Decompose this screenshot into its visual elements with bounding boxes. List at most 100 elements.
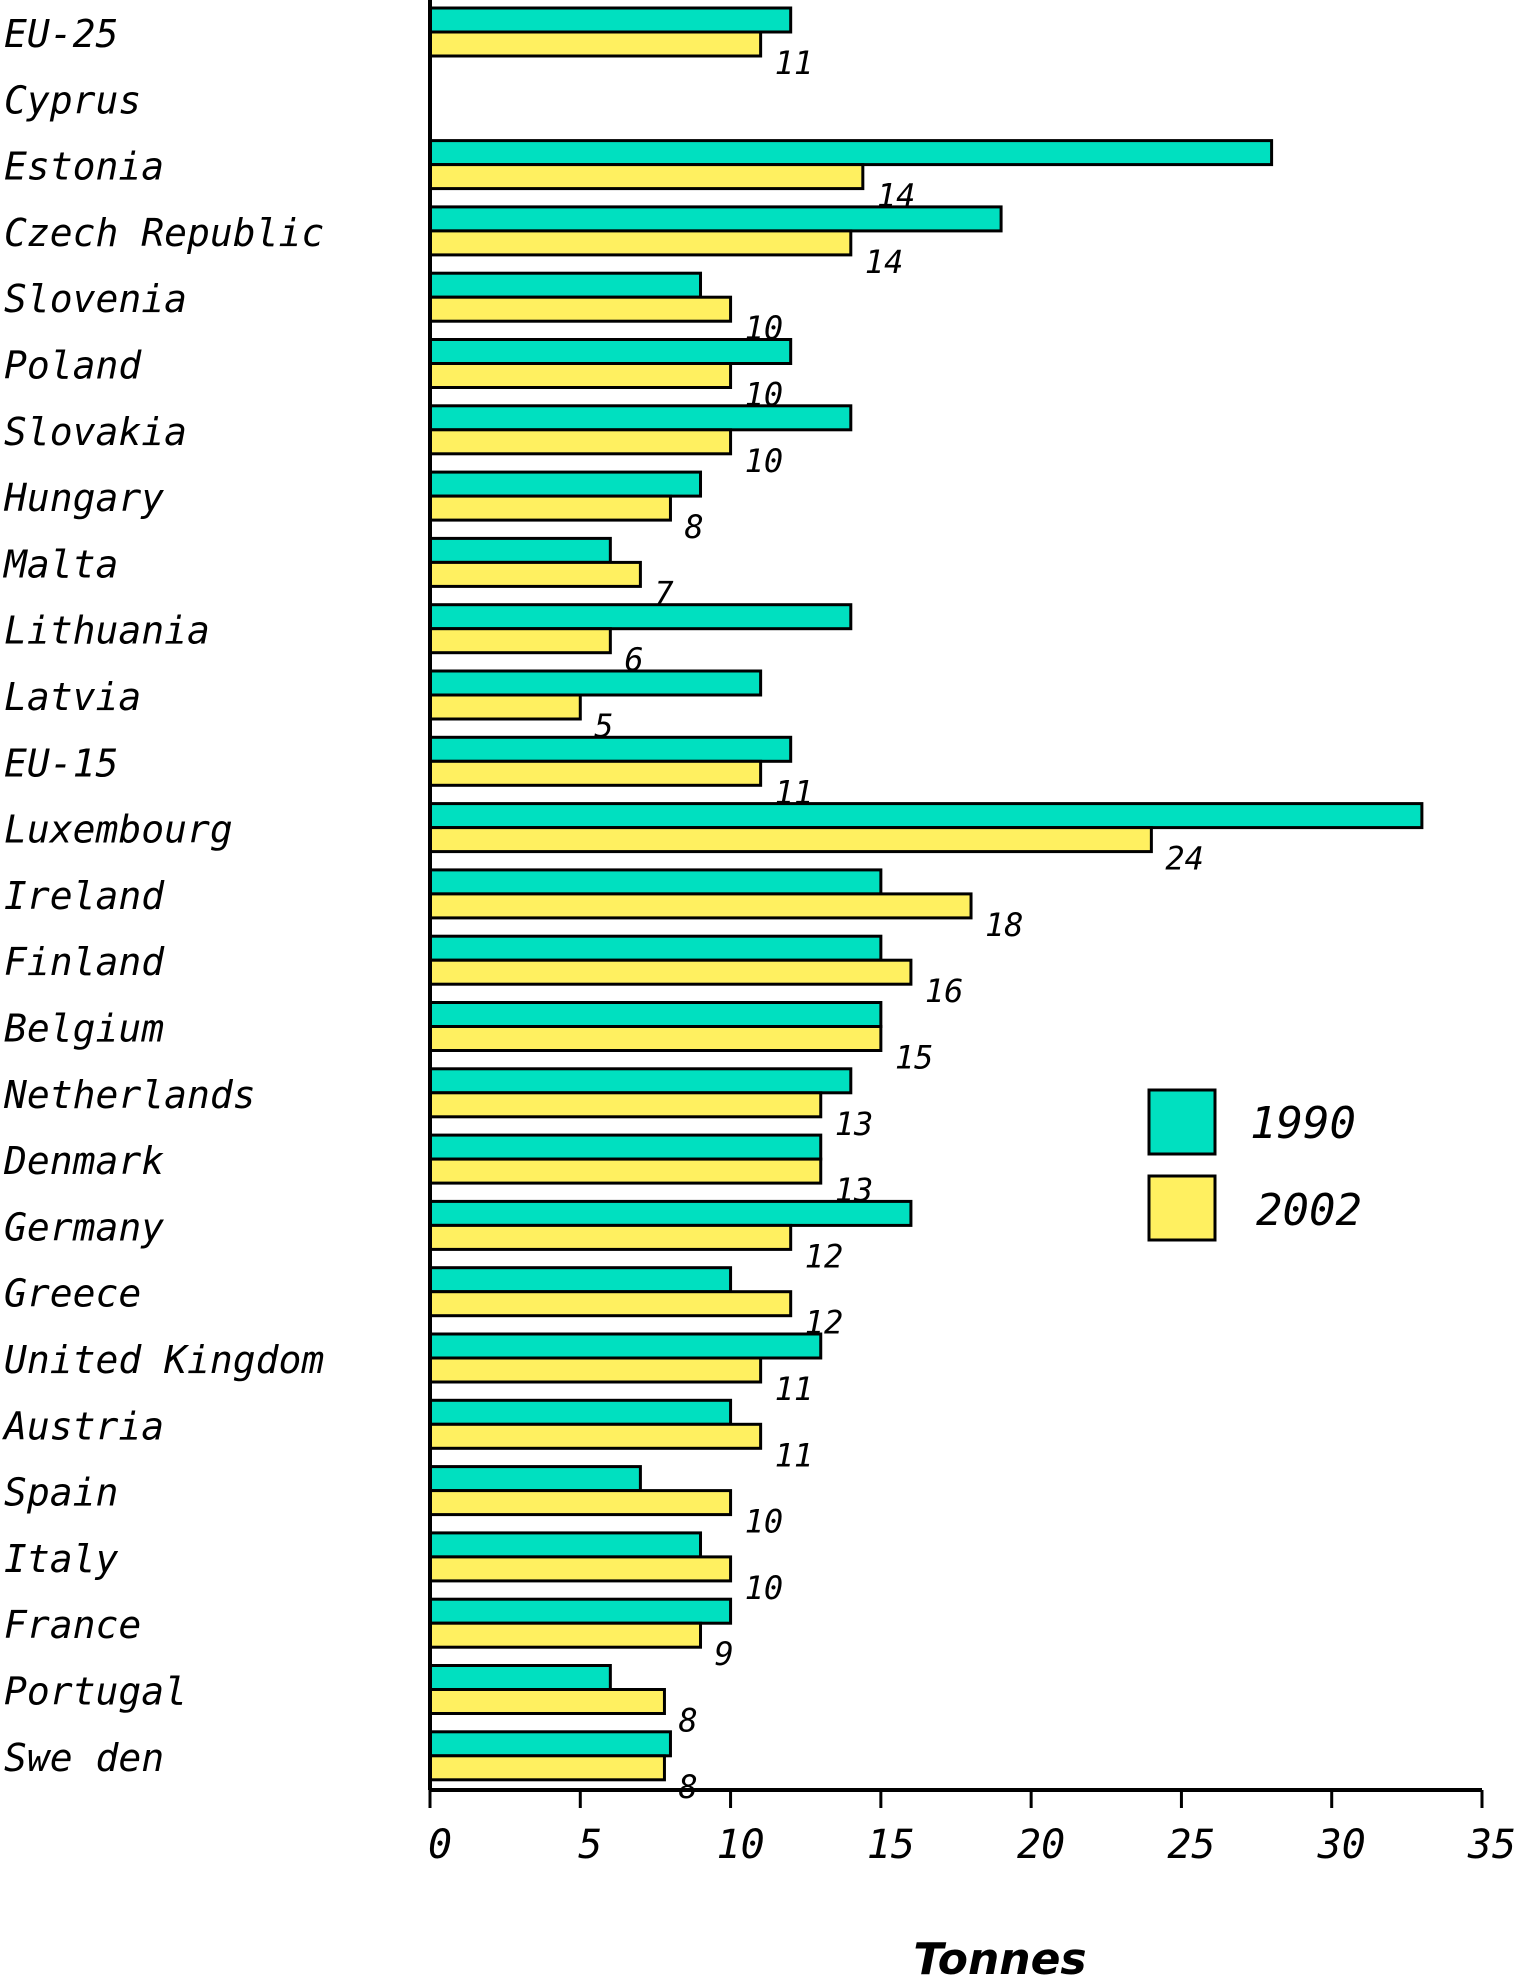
bar-1990 bbox=[428, 1730, 672, 1758]
data-label: 10 bbox=[745, 1569, 784, 1607]
bar-1990 bbox=[428, 1465, 642, 1493]
data-label: 16 bbox=[925, 972, 964, 1010]
category-label: Hungary bbox=[3, 476, 164, 520]
data-label: 10 bbox=[745, 1503, 784, 1541]
bar-1990 bbox=[428, 338, 793, 365]
bar-2002 bbox=[428, 693, 582, 721]
x-tick-label: 15 bbox=[867, 1822, 915, 1868]
bar-2002 bbox=[428, 560, 642, 588]
x-tick-label: 5 bbox=[578, 1822, 602, 1868]
bar-2002 bbox=[428, 958, 913, 986]
legend-swatch-1990 bbox=[1147, 1088, 1217, 1156]
bar-2002 bbox=[428, 229, 853, 257]
bar-1990 bbox=[428, 868, 883, 896]
data-label: 8 bbox=[678, 1768, 697, 1806]
category-label: Finland bbox=[4, 940, 165, 984]
legend: 1990 2002 bbox=[1147, 1088, 1362, 1242]
category-label: Poland bbox=[4, 344, 142, 388]
bar-1990 bbox=[428, 6, 793, 34]
legend-label-2002: 2002 bbox=[1256, 1185, 1362, 1236]
x-tick-label: 25 bbox=[1167, 1822, 1215, 1868]
category-label: Belgium bbox=[4, 1007, 164, 1051]
bar-1990 bbox=[428, 1067, 853, 1095]
category-label: United Kingdom bbox=[4, 1338, 324, 1382]
bar-2002 bbox=[428, 1621, 703, 1649]
bar-1990 bbox=[428, 1531, 703, 1559]
bar-1990 bbox=[428, 536, 612, 564]
bar-2002 bbox=[428, 428, 733, 456]
category-label: France bbox=[4, 1603, 141, 1647]
bar-2002 bbox=[428, 892, 973, 920]
bar-1990 bbox=[428, 1133, 823, 1161]
x-axis: 0 5 10 15 20 25 30 35 bbox=[428, 0, 1516, 1868]
data-label: 8 bbox=[684, 508, 703, 546]
bar-2002 bbox=[428, 1422, 763, 1450]
x-tick-label: 35 bbox=[1467, 1822, 1516, 1868]
category-label: Estonia bbox=[4, 145, 164, 189]
bar-2002 bbox=[428, 494, 672, 522]
data-label: 7 bbox=[654, 574, 673, 612]
data-label: 5 bbox=[594, 707, 613, 745]
x-tick-label: 20 bbox=[1017, 1822, 1065, 1868]
bar-2002 bbox=[428, 295, 733, 323]
bar-2002 bbox=[428, 1555, 733, 1583]
bar-1990 bbox=[428, 603, 853, 631]
bar-2002 bbox=[428, 362, 733, 389]
bar-1990 bbox=[428, 205, 1003, 233]
data-label: 11 bbox=[775, 1370, 814, 1408]
bar-1990 bbox=[428, 669, 763, 697]
data-label: 12 bbox=[805, 1237, 844, 1275]
category-label: Netherlands bbox=[3, 1073, 256, 1117]
data-label: 11 bbox=[775, 44, 814, 82]
value-labels: 1114141010108765112418161513131212111110… bbox=[594, 44, 1204, 1806]
bar-1990 bbox=[428, 1332, 823, 1360]
data-label: 14 bbox=[877, 177, 916, 215]
data-label: 11 bbox=[775, 1436, 814, 1474]
bar-1990 bbox=[428, 470, 703, 498]
category-label: Ireland bbox=[4, 874, 165, 918]
bar-1990 bbox=[428, 934, 883, 962]
category-label: Malta bbox=[2, 542, 118, 586]
data-label: 12 bbox=[805, 1304, 844, 1342]
x-tick-label: 0 bbox=[428, 1822, 452, 1868]
bar-2002 bbox=[428, 1688, 666, 1715]
bar-1990 bbox=[428, 271, 703, 299]
category-label: Austria bbox=[2, 1404, 164, 1448]
category-label: Slovakia bbox=[4, 410, 187, 454]
category-labels: EU-25 Cyprus Estonia Czech Republic Slovenia… bbox=[2, 12, 324, 1780]
bar-2002 bbox=[428, 1223, 793, 1251]
category-label: Italy bbox=[4, 1537, 119, 1581]
category-label: Cyprus bbox=[4, 78, 141, 122]
category-label: Slovenia bbox=[4, 277, 187, 321]
category-label: Portugal bbox=[4, 1670, 187, 1714]
bar-1990 bbox=[428, 1266, 733, 1294]
bar-2002 bbox=[428, 826, 1153, 854]
category-label: Latvia bbox=[4, 675, 141, 719]
data-label: 8 bbox=[678, 1702, 697, 1740]
bar-1990 bbox=[428, 1398, 733, 1426]
data-label: 13 bbox=[835, 1105, 874, 1143]
data-label: 14 bbox=[865, 243, 904, 281]
category-label: Greece bbox=[4, 1272, 141, 1316]
data-label: 15 bbox=[895, 1039, 934, 1077]
bar-1990 bbox=[428, 1001, 883, 1028]
data-label: 6 bbox=[624, 641, 643, 679]
bar-2002 bbox=[428, 759, 763, 787]
data-label: 10 bbox=[745, 442, 784, 480]
category-label: Luxembourg bbox=[4, 808, 233, 852]
x-tick-label: 30 bbox=[1317, 1822, 1366, 1868]
category-label: Germany bbox=[4, 1205, 164, 1249]
data-label: 13 bbox=[835, 1171, 874, 1209]
category-label: Lithuania bbox=[4, 609, 210, 653]
bar-2002 bbox=[428, 627, 612, 655]
x-axis-title: Tonnes bbox=[913, 1934, 1086, 1983]
bar-2002 bbox=[428, 1091, 823, 1119]
bar-1990 bbox=[428, 802, 1424, 830]
data-label: 24 bbox=[1165, 840, 1204, 878]
bar-1990 bbox=[428, 404, 853, 432]
data-label: 9 bbox=[715, 1635, 734, 1673]
data-label: 18 bbox=[985, 906, 1024, 944]
data-label: 10 bbox=[745, 376, 784, 414]
bar-2002 bbox=[428, 30, 763, 58]
